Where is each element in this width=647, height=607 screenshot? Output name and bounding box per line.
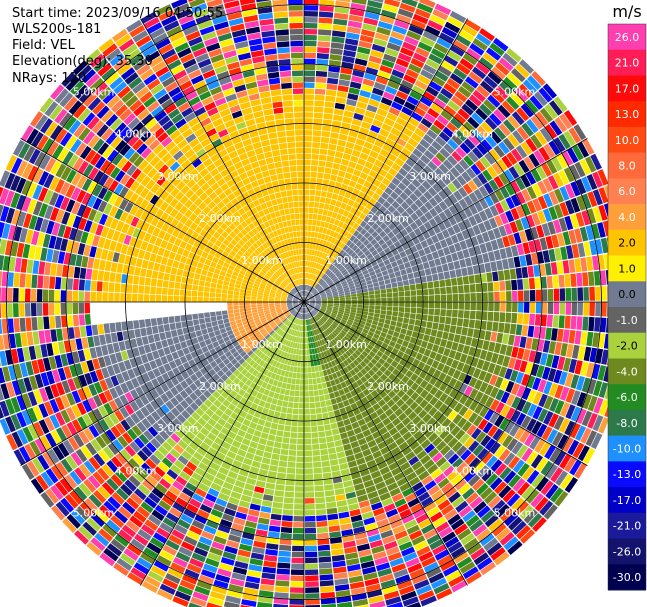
ring-label-2: 2.00km xyxy=(367,212,409,225)
radial-line-210 xyxy=(140,301,305,586)
velocity-sectors xyxy=(0,0,631,607)
radial-line-60 xyxy=(303,138,588,303)
nrays-label: NRays: 120 xyxy=(12,71,87,86)
ring-label-4: 4.00km xyxy=(452,128,494,141)
radial-line-150 xyxy=(303,301,468,586)
range-grid xyxy=(0,0,632,607)
ring-label-2: 2.00km xyxy=(199,212,241,225)
ring-label-3: 3.00km xyxy=(157,422,199,435)
radial-line-120 xyxy=(303,301,588,466)
radial-line-300 xyxy=(20,138,305,303)
ring-label-5: 5.00km xyxy=(73,86,115,99)
ring-label-2: 2.00km xyxy=(199,380,241,393)
ring-label-1: 1.00km xyxy=(241,338,283,351)
ring-label-1: 1.00km xyxy=(325,254,367,267)
radial-line-240 xyxy=(20,301,305,466)
ring-label-5: 5.00km xyxy=(494,506,536,519)
ring-label-2: 2.00km xyxy=(367,380,409,393)
start-time-label: Start time: 2023/09/16 04:50:55 xyxy=(12,6,224,21)
ring-labels: 1.00km 1.00km 1.00km 1.00km 2.00km 2.00km 2.00… xyxy=(73,86,535,520)
radial-line-330 xyxy=(140,18,305,303)
ring-label-4: 4.00km xyxy=(452,464,494,477)
field-label: Field: VEL xyxy=(12,38,75,53)
ring-label-4: 4.00km xyxy=(115,464,157,477)
ring-label-3: 3.00km xyxy=(409,422,451,435)
ring-label-3: 3.00km xyxy=(409,170,451,183)
elevation-label: Elevation(deg): 35.30 xyxy=(12,54,153,69)
ring-label-3: 3.00km xyxy=(157,170,199,183)
instrument-label: WLS200s-181 xyxy=(12,22,102,37)
ring-label-5: 5.00km xyxy=(494,86,536,99)
radial-line-30 xyxy=(303,18,468,303)
ring-label-1: 1.00km xyxy=(241,254,283,267)
ring-label-1: 1.00km xyxy=(325,338,367,351)
ring-label-4: 4.00km xyxy=(115,128,157,141)
ring-label-5: 5.00km xyxy=(73,506,115,519)
